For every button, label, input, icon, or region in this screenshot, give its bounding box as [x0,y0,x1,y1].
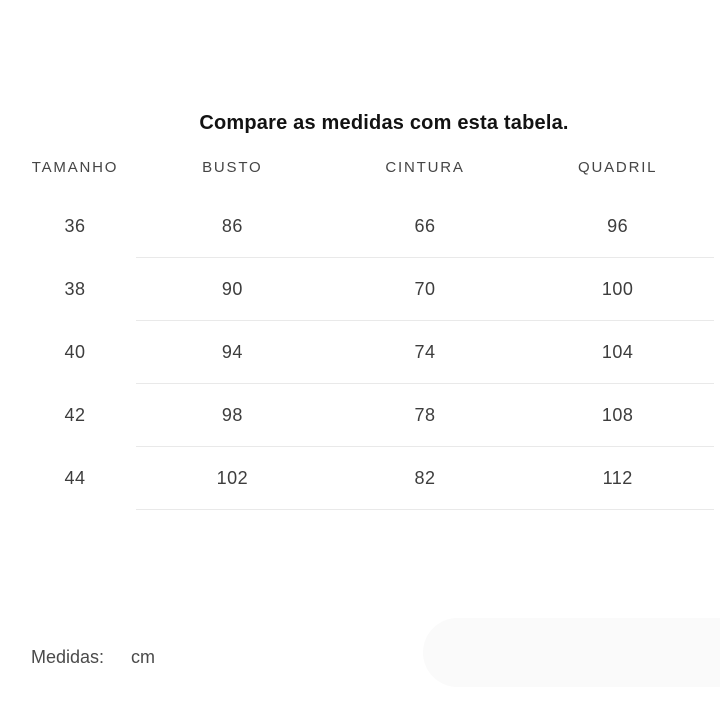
size-cell: 44 [64,468,86,488]
quadril-cell: 96 [607,216,629,236]
busto-cell: 98 [221,405,243,425]
column-header-tamanho: TAMANHO [31,159,119,176]
cintura-cell: 78 [414,405,436,425]
table-header-values: BUSTO CINTURA QUADRIL [136,152,714,184]
column-header-busto: BUSTO [202,159,263,176]
table-header-row: TAMANHO BUSTO CINTURA QUADRIL [0,152,720,184]
table-row: 44 102 82 112 [0,447,720,510]
table-row: 42 98 78 108 [0,384,720,447]
size-cell: 42 [64,405,86,425]
cintura-cell: 70 [414,279,436,299]
busto-cell: 90 [221,279,243,299]
bottom-right-pill [423,618,720,687]
cintura-cell: 66 [414,216,436,236]
column-header-quadril: QUADRIL [578,159,658,176]
measurement-unit-value: cm [131,647,156,667]
row-values: 98 78 108 [136,384,714,447]
busto-cell: 102 [216,468,249,488]
table-row: 36 86 66 96 [0,195,720,258]
row-values: 94 74 104 [136,321,714,384]
cintura-cell: 82 [414,468,436,488]
table-row: 40 94 74 104 [0,321,720,384]
cintura-cell: 74 [414,342,436,362]
table-row: 38 90 70 100 [0,258,720,321]
quadril-cell: 100 [601,279,634,299]
busto-cell: 86 [221,216,243,236]
quadril-cell: 108 [601,405,634,425]
page-title: Compare as medidas com esta tabela. [199,112,569,134]
measurement-unit-label: Medidas: [31,647,105,667]
row-values: 90 70 100 [136,258,714,321]
size-cell: 40 [64,342,86,362]
row-values: 86 66 96 [136,195,714,258]
column-header-cintura: CINTURA [385,159,465,176]
size-cell: 38 [64,279,86,299]
quadril-cell: 104 [601,342,634,362]
measurement-unit-row: Medidas: cm [31,645,155,669]
quadril-cell: 112 [602,468,633,488]
busto-cell: 94 [221,342,243,362]
row-values: 102 82 112 [136,447,714,510]
size-table: TAMANHO BUSTO CINTURA QUADRIL 36 86 66 9… [0,152,720,510]
size-cell: 36 [64,216,86,236]
